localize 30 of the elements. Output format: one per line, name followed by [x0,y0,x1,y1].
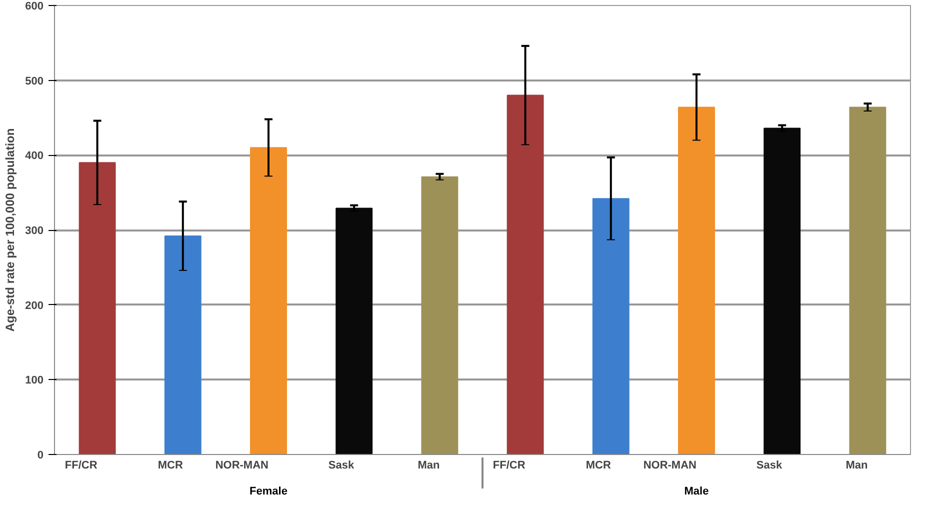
x-tick-label: Man [418,460,440,472]
bar [592,198,630,454]
bar [336,208,373,454]
text: Female [250,486,288,498]
y-tick-label: 400 [25,150,44,162]
x-tick-label: FF/CR [492,460,526,472]
x-tick-label: Man [846,460,868,472]
bar [678,106,715,454]
y-tick-label: 300 [25,225,44,237]
x-tick-label: Sask [756,460,783,472]
bar [421,176,458,454]
bar [78,162,116,454]
y-tick-label: 0 [37,450,44,462]
bar [849,106,886,454]
y-tick-label: 200 [25,300,44,312]
bar [164,235,202,454]
x-tick-label: MCR [158,460,183,472]
x-tick-label: FF/CR [64,460,98,472]
x-tick-label: MCR [586,460,611,472]
y-axis-title: Age-std rate per 100,000 population [3,128,18,332]
bar [764,128,801,454]
x-tick-label: NOR-MAN [643,460,697,472]
y-tick-label: 600 [25,0,44,12]
x-tick-label: NOR-MAN [215,460,269,472]
text: Male [684,486,709,498]
bar [250,147,287,454]
y-tick-label: 500 [25,75,44,88]
bar [506,94,544,454]
x-tick-label: Sask [328,460,355,472]
y-tick-label: 100 [25,374,44,387]
